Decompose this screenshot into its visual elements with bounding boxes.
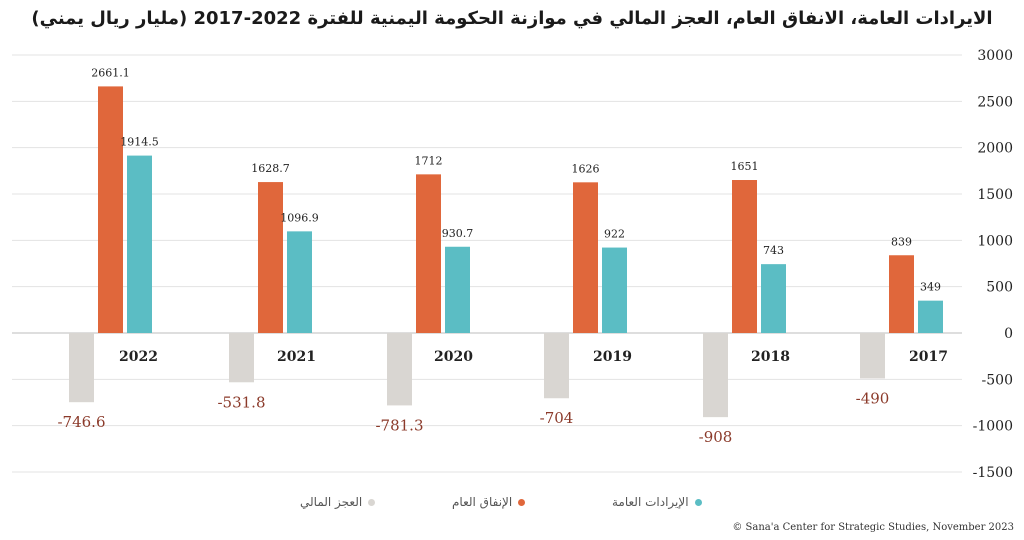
legend-swatch-spending bbox=[518, 499, 526, 506]
y-tick-label-2000: 2000 bbox=[977, 141, 1013, 157]
bar-2021-s2 bbox=[287, 231, 312, 333]
category-label-2022: 2022 bbox=[119, 349, 158, 365]
bar-2020-s1 bbox=[416, 174, 441, 333]
bar-2022-s2 bbox=[127, 155, 152, 333]
bar-2019-s0 bbox=[544, 333, 569, 399]
value-label-2019-s0: -704 bbox=[540, 409, 574, 427]
value-label-2018-s1: 1651 bbox=[731, 160, 759, 173]
value-label-2020-s2: 930.7 bbox=[442, 227, 474, 240]
y-tick-label-500: 500 bbox=[986, 280, 1013, 296]
copyright-credit: © Sana'a Center for Strategic Studies, N… bbox=[732, 522, 1014, 533]
y-tick-label--1500: -1500 bbox=[973, 465, 1013, 481]
y-tick-label--1000: -1000 bbox=[973, 419, 1013, 435]
legend-label-spending: الإنفاق العام bbox=[452, 495, 513, 509]
legend-label-revenue: الإيرادات العامة bbox=[612, 495, 689, 509]
legend-label-deficit: العجز المالي bbox=[300, 495, 363, 509]
legend-item-spending: الإنفاق العام bbox=[452, 495, 526, 509]
bars bbox=[69, 86, 943, 418]
category-label-2019: 2019 bbox=[593, 349, 632, 365]
bar-2018-s0 bbox=[703, 333, 728, 418]
chart-title: الايرادات العامة، الانفاق العام، العجز ا… bbox=[31, 8, 993, 29]
legend-item-deficit: العجز المالي bbox=[300, 495, 376, 509]
value-label-2020-s0: -781.3 bbox=[375, 416, 423, 434]
y-tick-label-3000: 3000 bbox=[977, 48, 1013, 64]
category-label-2021: 2021 bbox=[277, 349, 316, 365]
bar-2019-s1 bbox=[573, 182, 598, 333]
value-label-2022-s1: 2661.1 bbox=[91, 66, 130, 79]
y-tick-label-1000: 1000 bbox=[977, 233, 1013, 249]
bar-2017-s0 bbox=[860, 333, 885, 379]
bar-2021-s1 bbox=[258, 182, 283, 333]
bar-2017-s2 bbox=[918, 300, 943, 333]
bar-2022-s1 bbox=[98, 86, 123, 334]
legend-swatch-deficit bbox=[368, 499, 376, 506]
legend-swatch-revenue bbox=[694, 499, 702, 506]
value-label-2017-s2: 349 bbox=[920, 281, 941, 294]
bar-2019-s2 bbox=[602, 247, 627, 333]
bar-2022-s0 bbox=[69, 333, 94, 403]
bar-2017-s1 bbox=[889, 255, 914, 333]
y-axis-ticks: 3000 2500 2000 1500 1000 500 0 -500 -1000 -1500 bbox=[973, 48, 1013, 481]
y-tick-label--500: -500 bbox=[982, 372, 1013, 388]
value-label-2021-s0: -531.8 bbox=[217, 393, 265, 411]
bar-2018-s2 bbox=[761, 264, 786, 333]
value-labels: -746.6 2661.1 1914.5 -531.8 1628.7 1096.9 -781… bbox=[57, 66, 941, 446]
value-label-2018-s0: -908 bbox=[699, 428, 733, 446]
gridlines bbox=[12, 54, 962, 473]
value-label-2019-s1: 1626 bbox=[572, 162, 600, 175]
y-tick-label-1500: 1500 bbox=[977, 187, 1013, 203]
category-label-2017: 2017 bbox=[909, 349, 948, 365]
category-labels: 2022 2021 2020 2019 2018 2017 bbox=[119, 349, 948, 365]
value-label-2021-s1: 1628.7 bbox=[251, 162, 290, 175]
legend-item-revenue: الإيرادات العامة bbox=[612, 495, 702, 509]
value-label-2018-s2: 743 bbox=[763, 244, 784, 257]
category-label-2018: 2018 bbox=[751, 349, 790, 365]
value-label-2019-s2: 922 bbox=[604, 228, 625, 241]
value-label-2017-s0: -490 bbox=[856, 389, 890, 407]
bar-2018-s1 bbox=[732, 180, 757, 333]
bar-2020-s0 bbox=[387, 333, 412, 406]
value-label-2017-s1: 839 bbox=[891, 235, 912, 248]
bar-2021-s0 bbox=[229, 333, 254, 383]
category-label-2020: 2020 bbox=[434, 349, 473, 365]
bar-2020-s2 bbox=[445, 246, 470, 333]
value-label-2022-s2: 1914.5 bbox=[120, 136, 159, 149]
y-tick-label-0: 0 bbox=[1004, 326, 1013, 342]
y-tick-label-2500: 2500 bbox=[977, 94, 1013, 110]
value-label-2021-s2: 1096.9 bbox=[280, 211, 319, 224]
value-label-2022-s0: -746.6 bbox=[57, 413, 105, 431]
value-label-2020-s1: 1712 bbox=[415, 154, 443, 167]
